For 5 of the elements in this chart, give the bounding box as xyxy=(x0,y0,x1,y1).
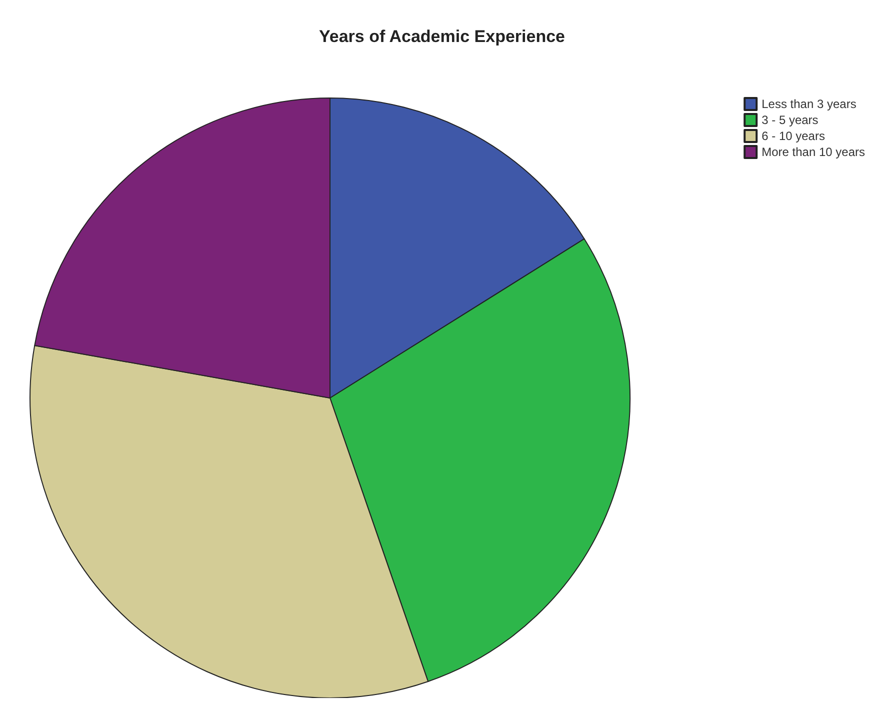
legend-label: 6 - 10 years xyxy=(762,129,825,143)
legend-label: Less than 3 years xyxy=(762,97,856,111)
legend-label: 3 - 5 years xyxy=(762,113,818,127)
chart-title: Years of Academic Experience xyxy=(318,27,566,46)
legend-label: More than 10 years xyxy=(762,145,865,159)
